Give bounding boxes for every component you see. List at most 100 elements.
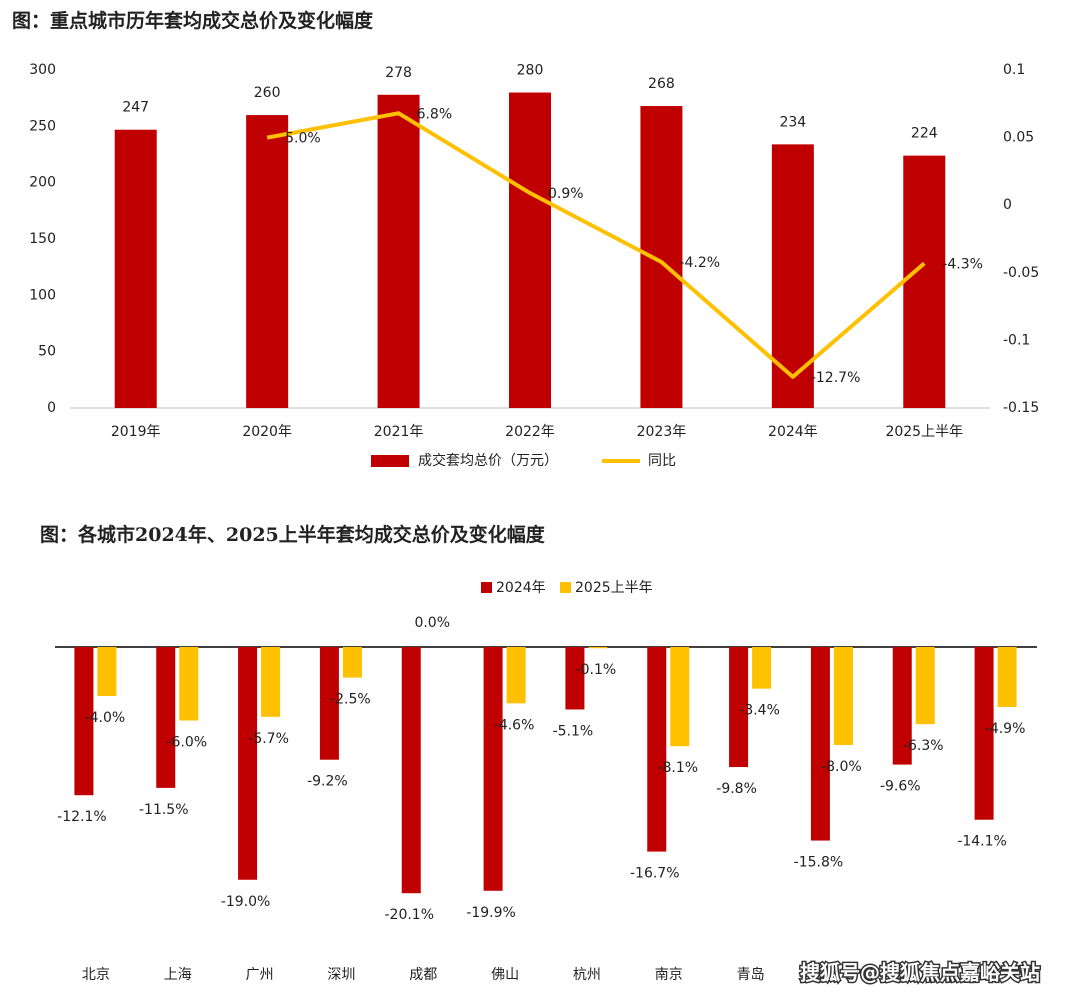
bar-value-label: 247 [122, 100, 149, 116]
y2-tick-label: 0 [1003, 197, 1012, 213]
bar [752, 647, 772, 689]
x-tick-label: 2021年 [374, 424, 424, 440]
bar-value-label: -2.5% [330, 692, 371, 708]
legend-swatch [481, 582, 492, 593]
bar-value-label: 260 [254, 85, 281, 101]
bar [892, 647, 912, 765]
bar [319, 647, 339, 760]
line-value-label: -12.7% [811, 370, 861, 386]
x-tick-label: 北京 [82, 967, 110, 983]
bar-value-label: -16.7% [630, 866, 680, 882]
bar [833, 647, 853, 745]
bar-value-label: -9.8% [716, 781, 757, 797]
bar [114, 129, 157, 409]
bar-value-label: -14.1% [957, 834, 1007, 850]
bar [179, 647, 199, 721]
bar-value-label: -4.0% [85, 710, 126, 726]
y-tick-label: 150 [29, 231, 56, 247]
line-value-label: 6.8% [417, 106, 453, 122]
chart-title: 图：各城市2024年、2025上半年套均成交总价及变化幅度 [40, 523, 546, 546]
bar [647, 647, 667, 852]
bar-value-label: -6.0% [166, 735, 207, 751]
legend-label: 成交套均总价（万元） [418, 452, 558, 469]
x-tick-label: 深圳 [327, 967, 355, 983]
bar [903, 155, 946, 408]
bar [974, 647, 994, 820]
bar-value-label: -9.2% [307, 774, 348, 790]
bar [377, 94, 420, 408]
bar [729, 647, 749, 768]
bar-value-label: -19.9% [466, 905, 516, 921]
legend-label: 2025上半年 [575, 580, 653, 596]
x-tick-label: 杭州 [573, 967, 601, 983]
x-tick-label: 2022年 [505, 424, 555, 440]
legend-label: 同比 [648, 453, 676, 469]
bar [401, 647, 421, 894]
x-tick-label: 2025上半年 [885, 424, 963, 440]
bar-value-label: 234 [779, 114, 806, 130]
bar [156, 647, 176, 788]
y-tick-label: 250 [29, 118, 56, 134]
bar-value-label: 0.0% [414, 615, 450, 631]
y2-tick-label: -0.05 [1003, 265, 1039, 281]
bar-value-label: -5.1% [553, 723, 594, 739]
bar-value-label: -8.0% [821, 759, 862, 775]
legend-label: 2024年 [496, 580, 546, 596]
x-tick-label: 2019年 [111, 424, 161, 440]
bar [74, 647, 94, 796]
legend-swatch [371, 455, 409, 467]
y2-tick-label: -0.1 [1003, 332, 1030, 348]
x-tick-label: 成都 [409, 967, 437, 983]
line-value-label: 5.0% [285, 131, 321, 147]
y2-tick-label: -0.15 [1003, 400, 1039, 416]
y-tick-label: 50 [38, 344, 56, 360]
bar-value-label: -4.9% [985, 721, 1026, 737]
line-value-label: -4.2% [679, 255, 720, 271]
y-tick-label: 100 [29, 287, 56, 303]
bar-value-label: -4.6% [494, 717, 535, 733]
y2-tick-label: 0.05 [1003, 130, 1034, 146]
bar-value-label: -9.6% [880, 779, 921, 795]
bar [509, 92, 551, 409]
x-tick-label: 2024年 [768, 424, 818, 440]
bar-value-label: 278 [385, 65, 412, 81]
bar-value-label: -3.4% [739, 703, 780, 719]
bar [640, 106, 683, 408]
bar [506, 647, 526, 704]
bar-value-label: -20.1% [384, 907, 434, 923]
bar-value-label: 268 [648, 76, 675, 92]
bar [483, 647, 503, 891]
y2-tick-label: 0.1 [1003, 62, 1025, 78]
bar [997, 647, 1017, 708]
x-tick-label: 广州 [246, 967, 274, 983]
y-tick-label: 200 [29, 175, 56, 191]
x-tick-label: 青岛 [737, 967, 765, 983]
bar-value-label: -11.5% [139, 802, 189, 818]
x-tick-label: 南京 [655, 967, 683, 983]
bar [565, 647, 585, 710]
bar [261, 647, 281, 717]
x-tick-label: 佛山 [491, 967, 519, 983]
y-tick-label: 300 [29, 62, 56, 78]
bar-value-label: -12.1% [57, 809, 107, 825]
bar [97, 647, 117, 696]
bar [238, 647, 258, 880]
bar-value-label: 280 [517, 63, 544, 79]
x-tick-label: 上海 [164, 967, 192, 983]
bar-value-label: -15.8% [794, 855, 844, 871]
chart-title: 图：重点城市历年套均成交总价及变化幅度 [12, 9, 374, 32]
bar [246, 115, 289, 409]
line [266, 111, 926, 379]
line-value-label: -4.3% [942, 256, 983, 272]
bar [915, 647, 935, 725]
bar [810, 647, 830, 841]
bar-value-label: -5.7% [248, 731, 289, 747]
watermark: 搜狐号@搜狐焦点嘉峪关站 [800, 961, 1040, 985]
bar-value-label: -19.0% [221, 894, 271, 910]
bar [588, 647, 608, 649]
legend-swatch [560, 582, 571, 593]
bar-value-label: -0.1% [576, 662, 617, 678]
y-tick-label: 0 [47, 400, 56, 416]
